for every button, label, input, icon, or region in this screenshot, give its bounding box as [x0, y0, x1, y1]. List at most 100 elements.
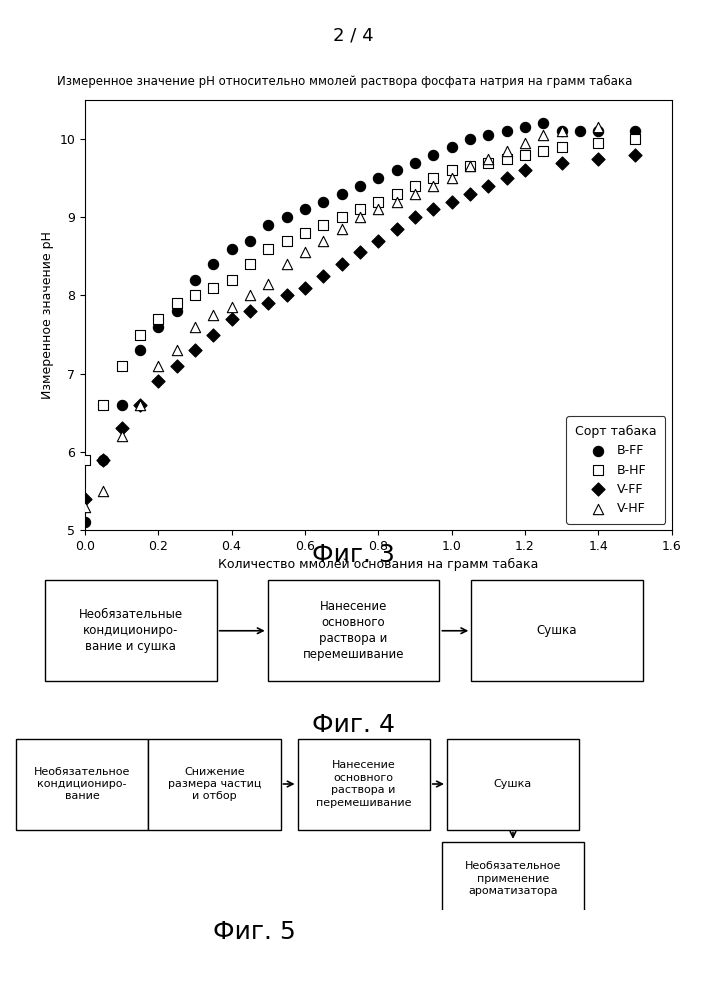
B-FF [483, 127, 494, 143]
V-FF [262, 295, 274, 311]
V-FF [354, 244, 366, 260]
B-FF [428, 147, 439, 163]
V-FF [391, 221, 402, 237]
B-FF [189, 272, 201, 288]
FancyBboxPatch shape [268, 580, 440, 681]
B-FF [299, 201, 310, 217]
V-FF [134, 397, 146, 413]
Text: Сушка: Сушка [494, 779, 532, 789]
B-HF [226, 272, 238, 288]
B-HF [354, 201, 366, 217]
V-HF [79, 499, 90, 515]
Legend: B-FF, B-HF, V-FF, V-HF: B-FF, B-HF, V-FF, V-HF [566, 416, 665, 524]
B-FF [629, 123, 641, 139]
B-HF [189, 287, 201, 303]
B-HF [244, 256, 255, 272]
V-HF [483, 151, 494, 167]
B-FF [226, 241, 238, 257]
V-FF [373, 233, 384, 249]
B-FF [244, 233, 255, 249]
V-FF [98, 452, 109, 468]
Text: Фиг. 3: Фиг. 3 [312, 543, 395, 567]
B-FF [336, 186, 347, 202]
V-HF [409, 186, 421, 202]
B-HF [409, 178, 421, 194]
B-HF [153, 311, 164, 327]
Text: Снижение
размера частиц
и отбор: Снижение размера частиц и отбор [168, 767, 261, 801]
Text: 2 / 4: 2 / 4 [333, 26, 374, 44]
B-FF [501, 123, 513, 139]
Text: Измеренное значение pH относительно ммолей раствора фосфата натрия на грамм таба: Измеренное значение pH относительно ммол… [57, 75, 632, 88]
B-HF [373, 194, 384, 210]
B-FF [409, 155, 421, 171]
Text: Нанесение
основного
раствора и
перемешивание: Нанесение основного раствора и перемешив… [303, 600, 404, 661]
V-HF [262, 276, 274, 292]
V-HF [336, 221, 347, 237]
B-HF [592, 135, 604, 151]
B-FF [373, 170, 384, 186]
B-HF [336, 209, 347, 225]
V-HF [226, 299, 238, 315]
Y-axis label: Измеренное значение pH: Измеренное значение pH [41, 231, 54, 399]
B-HF [391, 186, 402, 202]
V-FF [244, 303, 255, 319]
B-FF [464, 131, 476, 147]
B-HF [464, 158, 476, 174]
B-FF [317, 194, 329, 210]
B-HF [629, 131, 641, 147]
B-HF [281, 233, 292, 249]
V-HF [464, 158, 476, 174]
B-HF [134, 327, 146, 343]
V-FF [299, 280, 310, 296]
V-HF [281, 256, 292, 272]
V-FF [556, 155, 567, 171]
B-HF [483, 155, 494, 171]
Text: Необязательные
кондициониро-
вание и сушка: Необязательные кондициониро- вание и суш… [78, 608, 183, 653]
B-FF [171, 303, 182, 319]
V-HF [446, 170, 457, 186]
B-HF [79, 452, 90, 468]
V-FF [409, 209, 421, 225]
B-HF [428, 170, 439, 186]
V-HF [189, 319, 201, 335]
B-FF [537, 115, 549, 131]
V-HF [153, 358, 164, 374]
B-FF [116, 397, 127, 413]
B-FF [354, 178, 366, 194]
B-FF [79, 514, 90, 530]
V-FF [483, 178, 494, 194]
B-FF [391, 162, 402, 178]
V-FF [592, 151, 604, 167]
B-FF [556, 123, 567, 139]
V-HF [208, 307, 219, 323]
B-FF [446, 139, 457, 155]
V-HF [299, 244, 310, 260]
V-HF [428, 178, 439, 194]
B-HF [501, 151, 513, 167]
V-FF [171, 358, 182, 374]
V-FF [281, 287, 292, 303]
V-FF [189, 342, 201, 358]
FancyBboxPatch shape [148, 738, 281, 830]
V-FF [226, 311, 238, 327]
V-FF [208, 327, 219, 343]
Text: Сушка: Сушка [537, 624, 578, 637]
V-HF [244, 287, 255, 303]
V-HF [537, 127, 549, 143]
FancyBboxPatch shape [298, 738, 430, 830]
V-HF [171, 342, 182, 358]
V-HF [519, 135, 530, 151]
B-FF [262, 217, 274, 233]
Text: Необязательное
применение
ароматизатора: Необязательное применение ароматизатора [464, 861, 561, 896]
V-HF [98, 483, 109, 499]
V-HF [391, 194, 402, 210]
FancyBboxPatch shape [442, 842, 584, 915]
B-HF [537, 143, 549, 159]
V-FF [79, 491, 90, 507]
B-HF [116, 358, 127, 374]
B-HF [299, 225, 310, 241]
B-FF [519, 119, 530, 135]
B-FF [574, 123, 585, 139]
Text: Необязательное
кондициониро-
вание: Необязательное кондициониро- вание [34, 767, 130, 801]
V-HF [556, 123, 567, 139]
